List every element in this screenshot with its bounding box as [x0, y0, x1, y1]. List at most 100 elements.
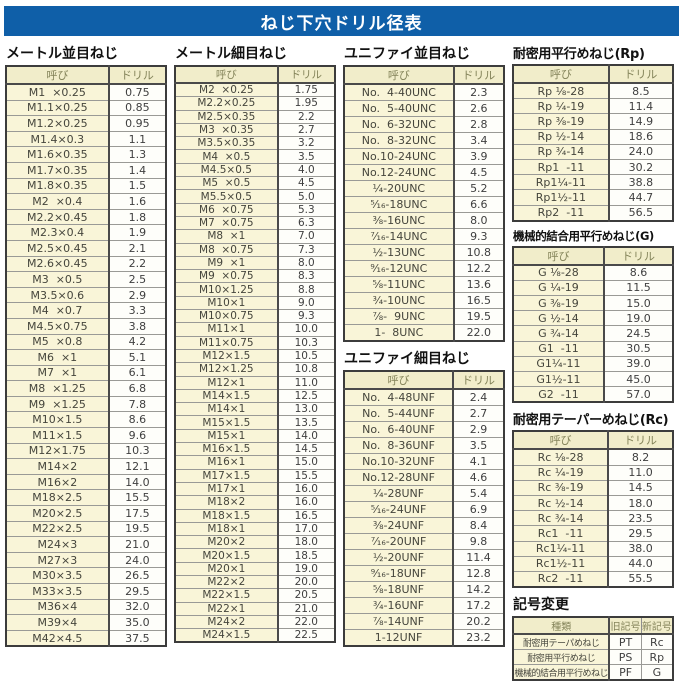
table-row: G ¾-14 24.5	[512, 325, 674, 342]
column-header: 旧記号	[608, 616, 642, 636]
table-row: M18×2 16.0	[174, 495, 336, 510]
table-row: M20×1 19.0	[174, 561, 336, 576]
thread-designation: M24×2	[174, 614, 279, 630]
table-row: M22×1.5 20.5	[174, 588, 336, 603]
thread-designation: M15×1	[174, 428, 279, 444]
thread-designation: M1.2×0.25	[5, 115, 110, 132]
table-row: M9 ×1.25 7.8	[5, 395, 167, 413]
drill-diameter: 16.0	[277, 495, 336, 510]
thread-designation: M39×4	[5, 614, 110, 631]
table-row: M17×1.5 15.5	[174, 468, 336, 483]
drill-diameter: 16.5	[453, 292, 505, 309]
drill-diameter: 22.5	[277, 628, 336, 643]
drill-diameter: 10.3	[277, 335, 336, 350]
column-unified: ユニファイ並目ねじ 呼び ドリル No. 4-40UNC 2.3 No. 5-40UNC…	[343, 40, 505, 653]
table-row: M4.5×0.5 4.0	[174, 162, 336, 178]
thread-designation: No.12-28UNF	[343, 469, 455, 486]
table-row: M12×1.25 10.8	[174, 362, 336, 377]
drill-diameter: 1.8	[108, 208, 167, 226]
table-row: M12×1.5 10.5	[174, 348, 336, 364]
thread-designation: Rp1 -11	[512, 158, 610, 176]
thread-designation: M1.8×0.35	[5, 177, 110, 195]
table-row: No. 6-32UNC 2.8	[343, 116, 505, 133]
thread-designation: M14×1	[174, 402, 279, 417]
table-row: Rp ⅜-19 14.9	[512, 113, 674, 130]
thread-designation: M20×2	[174, 535, 279, 550]
thread-designation: Rc ½-14	[512, 494, 610, 512]
table-row: M3.5×0.35 3.2	[174, 136, 336, 151]
table-row: G ⅜-19 15.0	[512, 295, 674, 312]
drill-diameter: PF	[608, 664, 642, 681]
thread-designation: M30×3.5	[5, 567, 110, 584]
table-row: No. 4-48UNF 2.4	[343, 388, 505, 406]
thread-designation: ⁹⁄₁₆-18UNF	[343, 565, 455, 582]
table-row: M2 ×0.25 1.75	[174, 82, 336, 98]
header-row: 種類 旧記号 新記号	[512, 616, 674, 636]
table-row: No.12-24UNC 4.5	[343, 164, 505, 181]
thread-designation: M9 ×1.25	[5, 395, 110, 413]
table-row: ⁹⁄₁₆-18UNF 12.8	[343, 565, 505, 582]
table-row: M22×1 21.0	[174, 601, 336, 616]
section-title-symbol-change: 記号変更	[513, 597, 569, 614]
table-row: ⅜-16UNC 8.0	[343, 212, 505, 229]
thread-designation: G1½-11	[512, 370, 605, 388]
thread-designation: Rc2 -11	[512, 570, 610, 588]
thread-designation: ⁷⁄₁₆-14UNC	[343, 228, 455, 245]
drill-diameter: 44.7	[608, 189, 674, 206]
thread-designation: M7 ×1	[5, 364, 110, 382]
table-row: M6 ×0.75 5.3	[174, 202, 336, 217]
drill-diameter: 21.0	[277, 601, 336, 616]
drill-diameter: 38.8	[608, 174, 674, 191]
table-row: M12×1.75 10.3	[5, 442, 167, 460]
drill-diameter: 55.5	[607, 570, 674, 588]
thread-designation: M16×2	[5, 473, 110, 491]
table-row: M36×4 32.0	[5, 598, 167, 616]
table-row: Rc2 -11 55.5	[512, 570, 674, 588]
table-row: M20×2 18.0	[174, 535, 336, 550]
drill-diameter: 10.5	[277, 348, 336, 364]
table-row: M27×3 24.0	[5, 551, 167, 569]
table-row: M3 ×0.35 2.7	[174, 122, 336, 138]
drill-diameter: 8.0	[453, 212, 505, 229]
table-row: M8 ×1.25 6.8	[5, 380, 167, 397]
thread-designation: M6 ×1	[5, 349, 110, 366]
table-row: No. 5-44UNF 2.7	[343, 405, 505, 422]
thread-designation: 1- 8UNC	[343, 324, 455, 342]
thread-designation: Rp1¼-11	[512, 174, 610, 191]
thread-designation: No. 4-40UNC	[343, 83, 455, 101]
drill-diameter: 12.8	[452, 565, 505, 582]
table-row: G ⅛-28 8.6	[512, 264, 674, 281]
thread-designation: ¾-16UNF	[343, 597, 455, 614]
unified-fine-table: 呼び ドリル No. 4-48UNF 2.4 No. 5-44UNF 2.7 No. 6-4…	[343, 370, 505, 647]
drill-diameter: 44.0	[607, 555, 674, 572]
drill-diameter: 9.8	[452, 533, 505, 550]
thread-designation: G ½-14	[512, 310, 605, 327]
table-row: Rc ¾-14 23.5	[512, 510, 674, 527]
thread-designation: M33×3.5	[5, 583, 110, 600]
section-title-rc: 耐密用テーパーめねじ(Rc)	[513, 413, 669, 429]
thread-designation: M4.5×0.75	[5, 317, 110, 335]
table-row: Rp ½-14 18.6	[512, 128, 674, 145]
thread-designation: G ⅜-19	[512, 295, 605, 312]
drill-diameter: 24.0	[108, 551, 167, 569]
drill-diameter: 12.1	[108, 458, 167, 475]
table-row: ⅜-24UNF 8.4	[343, 517, 505, 534]
thread-designation: M3.5×0.6	[5, 286, 110, 304]
drill-diameter: 5.4	[452, 485, 505, 502]
table-row: No.10-24UNC 3.9	[343, 148, 505, 165]
thread-designation: M22×2.5	[5, 520, 110, 538]
drill-diameter: 15.5	[277, 468, 336, 483]
drill-diameter: 1.9	[108, 224, 167, 241]
column-header: ドリル	[603, 246, 674, 266]
table-row: M42×4.5 37.5	[5, 629, 167, 647]
thread-designation: M20×1	[174, 561, 279, 576]
thread-designation: ½-13UNC	[343, 244, 455, 261]
drill-diameter: 14.5	[277, 442, 336, 457]
drill-diameter: 8.5	[608, 82, 674, 100]
drill-diameter: 3.5	[452, 437, 505, 454]
symbol-change-table: 種類 旧記号 新記号 耐密用テーパめねじ PT Rc 耐密用平行めねじ PS Rp 機械的結合用平…	[512, 616, 674, 682]
table-row: ½-13UNC 10.8	[343, 244, 505, 261]
table-row: Rp ¾-14 24.0	[512, 143, 674, 160]
thread-designation: M2 ×0.25	[174, 82, 279, 98]
table-row: M1.8×0.35 1.5	[5, 177, 167, 195]
